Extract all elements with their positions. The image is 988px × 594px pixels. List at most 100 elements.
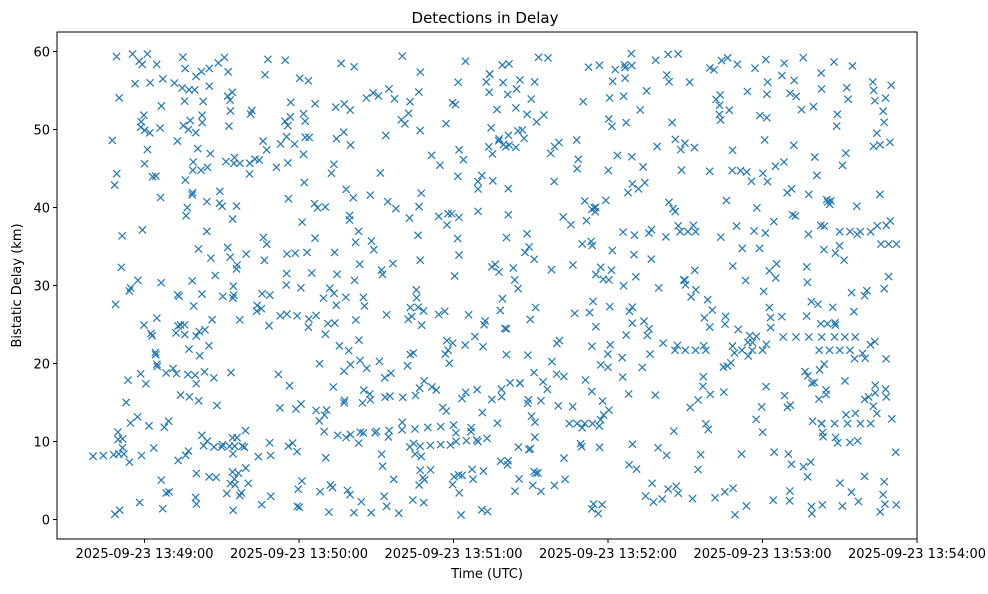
detection-marker: [841, 410, 850, 419]
detection-marker: [760, 135, 769, 144]
detection-marker: [202, 227, 211, 236]
track-detection-marker: [573, 419, 582, 428]
detection-marker: [870, 96, 879, 105]
track-detection-marker: [804, 332, 813, 342]
detection-marker: [204, 341, 213, 350]
detection-marker: [378, 270, 387, 279]
detection-marker: [286, 112, 295, 121]
detection-marker: [362, 364, 371, 373]
detection-marker: [741, 276, 750, 285]
detection-marker: [218, 440, 227, 449]
detection-marker: [686, 403, 695, 412]
detection-marker: [810, 153, 819, 162]
detection-marker: [394, 509, 403, 518]
detection-marker: [340, 396, 349, 405]
track-detection-marker: [817, 332, 826, 342]
detection-marker: [426, 465, 435, 474]
track-detection-marker: [99, 451, 108, 460]
detection-marker: [416, 466, 425, 475]
detection-marker: [171, 328, 181, 337]
track-detection-marker: [398, 425, 407, 434]
detection-marker: [812, 171, 821, 180]
detection-marker: [185, 345, 194, 354]
detection-marker: [311, 99, 320, 108]
track-detection-marker: [449, 421, 458, 430]
detection-marker: [752, 332, 761, 341]
detection-marker: [772, 259, 781, 268]
detection-marker: [302, 248, 312, 257]
track-detection-marker: [748, 346, 757, 355]
detection-marker: [806, 457, 815, 467]
detection-marker: [783, 188, 792, 197]
detection-marker: [351, 315, 360, 325]
detection-marker: [321, 202, 330, 211]
detection-marker: [406, 303, 415, 312]
detection-marker: [152, 60, 161, 69]
detection-marker: [847, 288, 856, 297]
detection-marker: [804, 230, 813, 239]
detection-marker: [506, 378, 515, 387]
detection-marker: [842, 83, 851, 92]
detection-marker: [407, 312, 416, 321]
detection-marker: [185, 85, 194, 94]
detection-marker: [152, 360, 161, 369]
detection-marker: [440, 307, 449, 316]
detection-marker: [691, 285, 700, 294]
detection-marker: [531, 469, 540, 478]
detection-marker: [304, 323, 313, 332]
y-tick-label: 0: [42, 514, 50, 529]
detection-marker: [199, 441, 208, 450]
detection-marker: [203, 163, 212, 172]
detection-marker: [527, 94, 536, 104]
detection-marker: [634, 184, 643, 193]
detection-marker: [587, 504, 596, 513]
detection-marker: [568, 402, 577, 411]
detection-marker: [671, 135, 680, 144]
detection-marker: [326, 480, 335, 489]
detection-marker: [879, 490, 888, 499]
detection-marker: [346, 141, 355, 150]
detection-marker: [493, 419, 502, 428]
detection-marker: [790, 76, 799, 85]
detection-marker: [679, 275, 688, 284]
detection-marker: [572, 136, 581, 145]
detection-marker: [647, 255, 656, 264]
detection-marker: [260, 256, 269, 265]
detection-marker: [654, 443, 663, 452]
y-tick-label: 10: [33, 436, 50, 451]
detection-marker: [761, 55, 770, 64]
detection-marker: [717, 56, 726, 65]
detection-marker: [835, 241, 844, 250]
detection-marker: [144, 421, 154, 430]
detection-marker: [208, 315, 217, 324]
detection-marker: [229, 159, 238, 168]
detection-marker: [274, 370, 283, 379]
detection-marker: [492, 105, 501, 114]
detection-marker: [591, 203, 600, 212]
detection-marker: [301, 117, 310, 126]
detection-marker: [875, 190, 884, 199]
detection-marker: [881, 385, 890, 394]
detection-marker: [191, 371, 200, 380]
detection-marker: [503, 90, 512, 99]
detection-marker: [762, 90, 771, 99]
detection-marker: [381, 131, 390, 140]
detection-marker: [750, 226, 759, 236]
detection-marker: [366, 191, 375, 200]
detection-marker: [516, 379, 525, 388]
detection-marker: [550, 177, 559, 186]
detection-marker: [495, 134, 504, 143]
detection-marker: [291, 249, 300, 258]
detection-marker: [699, 372, 708, 381]
detection-marker: [450, 271, 459, 281]
detection-marker: [133, 412, 142, 421]
detection-marker: [226, 253, 235, 262]
detection-marker: [820, 360, 829, 369]
detection-marker: [832, 122, 841, 131]
detection-marker: [488, 176, 497, 185]
detection-marker: [759, 287, 768, 296]
detection-marker: [771, 162, 780, 171]
detection-marker: [137, 451, 146, 460]
detection-marker: [871, 381, 880, 390]
detection-marker: [596, 415, 605, 424]
